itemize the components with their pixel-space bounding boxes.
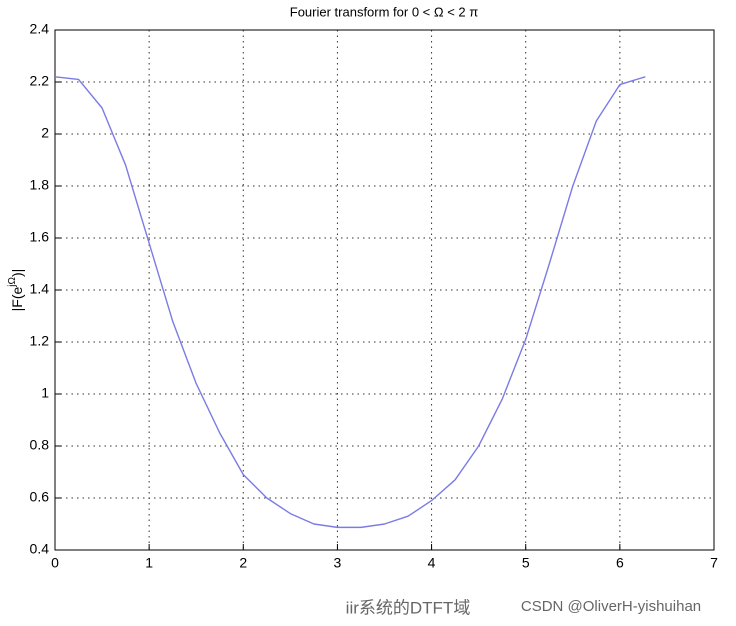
y-tick-label: 1.2 [30,333,50,349]
y-tick-label: 1.8 [30,177,50,193]
y-tick-label: 0.4 [30,541,50,557]
x-tick-label: 3 [334,555,342,571]
y-label-base: |F(e [9,286,25,311]
x-axis-label: Ω [378,577,390,594]
x-tick-label: 5 [522,555,530,571]
y-tick-label: 0.8 [30,437,50,453]
axes-box [54,29,715,551]
line [54,76,646,529]
y-tick-label: 2.4 [30,21,50,37]
x-tick-label: 2 [239,555,247,571]
x-tick-label: 0 [51,555,59,571]
y-label-end: )| [9,269,25,277]
y-tick-label: 2.2 [30,73,50,89]
watermark-right: CSDN @OliverH-yishuihan [521,598,701,615]
y-tick-label: 1.4 [30,281,50,297]
y-label-sup: jΩ [7,276,18,287]
watermark-left: iir系统的DTFT域 [346,598,471,617]
y-tick-label: 1 [41,385,49,401]
x-tick-label: 4 [428,555,436,571]
x-tick-label: 7 [710,555,718,571]
chart-title: Fourier transform for 0 < Ω < 2 π [290,4,479,19]
x-tick-label: 6 [616,555,624,571]
y-tick-label: 1.6 [30,229,50,245]
x-tick-label: 1 [145,555,153,571]
y-axis-label: |F(ejΩ)| [7,269,25,312]
y-tick-label: 0.6 [30,489,50,505]
y-tick-label: 2 [41,125,49,141]
